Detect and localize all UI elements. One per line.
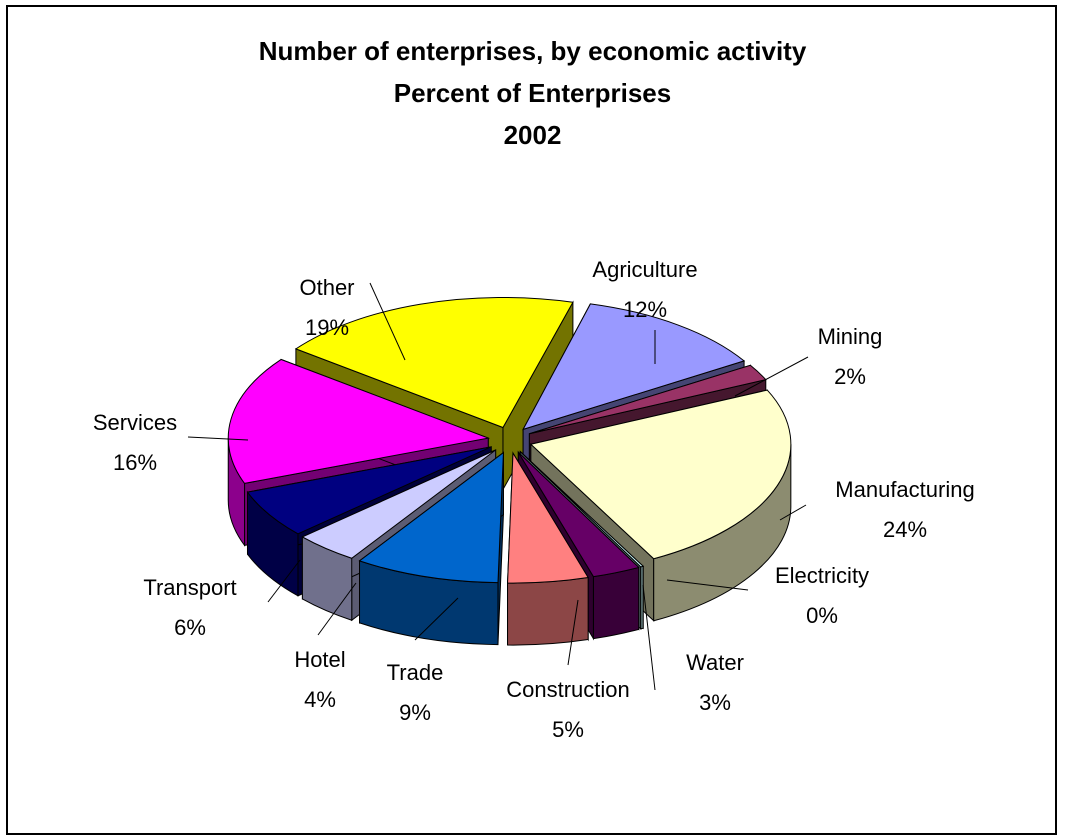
slice-value-manufacturing: 24%: [883, 517, 927, 542]
leader-line-trade: [414, 597, 459, 641]
slice-value-construction: 5%: [552, 717, 584, 742]
slice-label-construction: Construction: [506, 677, 630, 702]
slice-top-face: [507, 451, 589, 584]
leader-line-services: [187, 436, 249, 441]
slice-top-face: [519, 451, 645, 568]
pie-slice-trade: [358, 451, 504, 646]
leader-line-mining: [734, 356, 809, 397]
slice-label-services: Services: [93, 410, 177, 435]
slice-label-electricity: Electricity: [775, 563, 869, 588]
slice-top-face: [517, 451, 640, 578]
slice-label-other: Other: [299, 275, 354, 300]
slice-top-face: [301, 449, 496, 559]
chart-title: Number of enterprises, by economic activ…: [258, 36, 807, 66]
leader-line-water: [642, 584, 656, 691]
slice-label-water: Water: [686, 650, 744, 675]
leader-line-construction: [567, 599, 579, 666]
slice-value-trade: 9%: [399, 700, 431, 725]
slice-top-face: [358, 451, 504, 584]
slice-value-water: 3%: [699, 690, 731, 715]
slice-value-transport: 6%: [174, 615, 206, 640]
slice-value-services: 16%: [113, 450, 157, 475]
chart-subtitle: Percent of Enterprises: [393, 78, 672, 108]
leader-line-electricity: [666, 579, 749, 591]
slice-value-electricity: 0%: [806, 603, 838, 628]
slice-label-manufacturing: Manufacturing: [835, 477, 974, 502]
slice-value-hotel: 4%: [304, 687, 336, 712]
slice-value-other: 19%: [305, 315, 349, 340]
leader-line-other: [369, 282, 406, 361]
pie-slice-construction: [507, 451, 589, 646]
slice-label-hotel: Hotel: [294, 647, 345, 672]
slice-top-face: [294, 297, 574, 429]
slice-label-trade: Trade: [387, 660, 444, 685]
chart-year: 2002: [503, 120, 562, 150]
pie-slice-manufacturing: [529, 389, 792, 622]
slice-value-agriculture: 12%: [623, 297, 667, 322]
slice-label-agriculture: Agriculture: [592, 257, 697, 282]
leader-line-transport: [267, 559, 301, 603]
slice-value-mining: 2%: [834, 364, 866, 389]
slice-top-face: [529, 389, 792, 560]
slice-outer-wall: [640, 565, 644, 630]
leader-line-hotel: [317, 582, 357, 636]
slice-label-transport: Transport: [143, 575, 236, 600]
slice-label-mining: Mining: [818, 324, 883, 349]
slice-outer-wall: [592, 566, 640, 640]
slice-top-face: [246, 446, 492, 535]
slice-top-face: [522, 303, 746, 431]
slice-top-face: [227, 358, 491, 484]
leader-line-manufacturing: [779, 504, 807, 521]
